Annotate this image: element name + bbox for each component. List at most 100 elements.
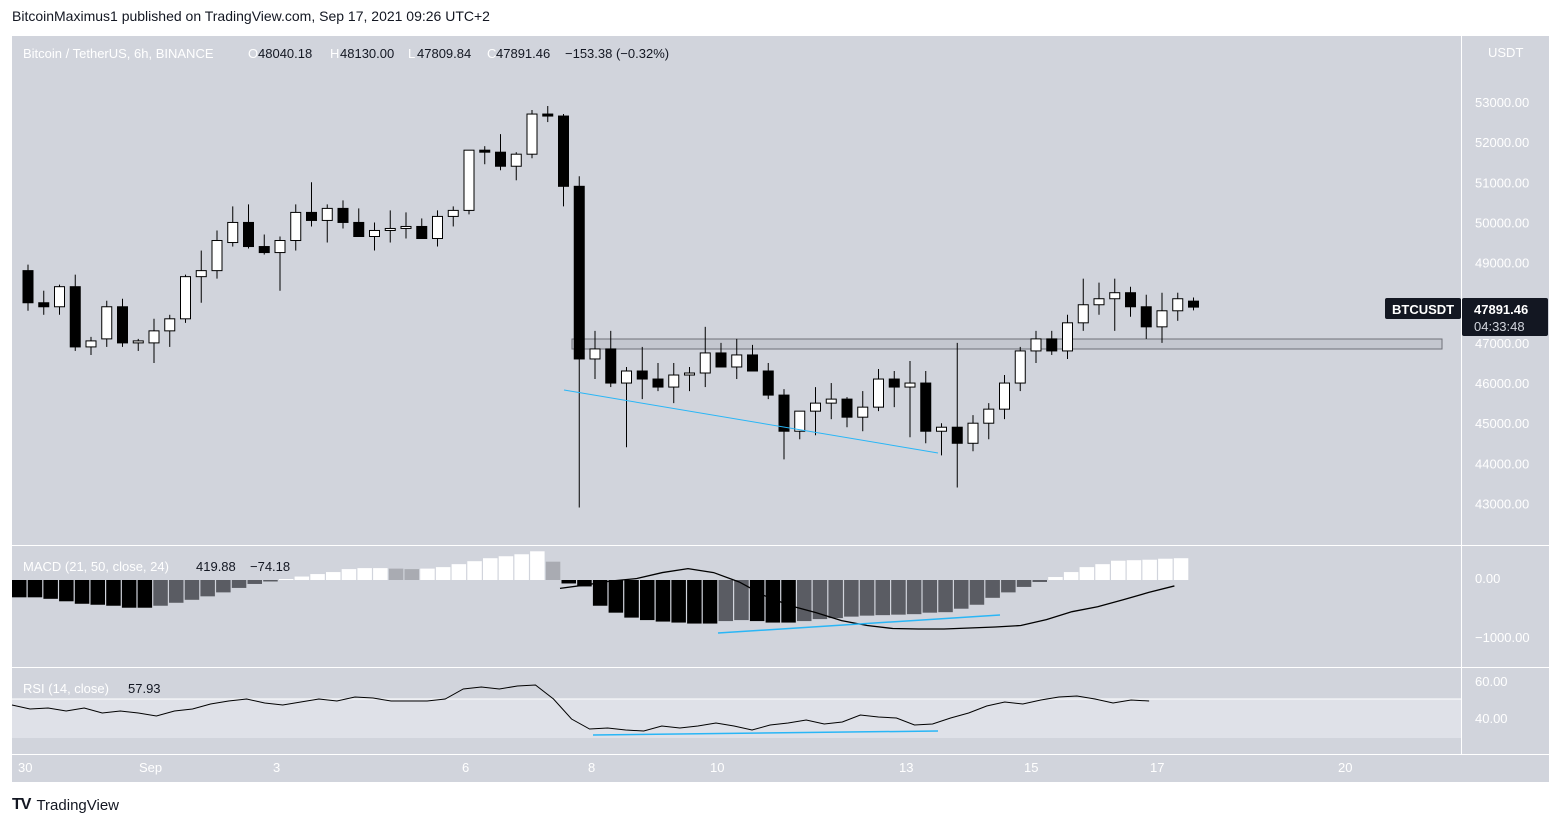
macd-bar xyxy=(624,580,639,618)
candle-body xyxy=(873,378,884,408)
candle xyxy=(731,338,743,380)
price-axis[interactable]: 53000.00 52000.00 51000.00 50000.00 49000.00… xyxy=(1475,95,1529,512)
candle-body xyxy=(1046,338,1058,352)
macd-bar xyxy=(12,580,27,598)
macd-bar xyxy=(435,567,451,580)
candle xyxy=(274,236,286,291)
legend-symbol: Bitcoin / TetherUS, 6h, BINANCE xyxy=(23,46,214,61)
time-label-20: 20 xyxy=(1338,760,1352,775)
candle xyxy=(904,360,916,438)
legend-open: 48040.18 xyxy=(258,46,312,61)
candle xyxy=(1046,330,1058,355)
support-zone xyxy=(571,338,1443,350)
candle-body xyxy=(652,378,664,388)
macd-bar xyxy=(734,580,749,621)
candle xyxy=(621,366,632,448)
time-axis[interactable]: 30 Sep 3 6 8 10 13 15 17 20 xyxy=(18,760,1352,775)
macd-bar xyxy=(687,580,702,624)
candle xyxy=(1077,278,1089,331)
candle-body xyxy=(290,211,302,242)
candle xyxy=(857,391,869,432)
candle xyxy=(715,342,727,368)
candle-body xyxy=(400,225,412,229)
candle-body xyxy=(778,394,790,432)
publisher-header: BitcoinMaximus1 published on TradingView… xyxy=(12,8,490,24)
candle-body xyxy=(69,286,81,348)
candle-body xyxy=(510,153,522,167)
candle-body xyxy=(936,426,947,432)
candle-body xyxy=(983,408,995,424)
macd-bar xyxy=(938,580,953,613)
candle xyxy=(794,410,806,440)
candle-body xyxy=(841,398,853,418)
candle-body xyxy=(699,352,711,374)
macd-bar xyxy=(357,568,372,580)
macd-bar xyxy=(467,561,482,580)
rsi-value: 57.93 xyxy=(128,681,161,696)
macd-bar xyxy=(844,580,859,617)
macd-bar xyxy=(231,580,247,588)
candle-body xyxy=(636,370,648,380)
candle-body xyxy=(384,227,396,231)
candle xyxy=(1172,292,1184,321)
macd-bar xyxy=(749,580,765,622)
candle xyxy=(463,149,475,215)
candle-body xyxy=(715,352,727,368)
legend-low: 47809.84 xyxy=(417,46,471,61)
time-label-3: 3 xyxy=(273,760,280,775)
rsi-trendline xyxy=(592,730,939,736)
time-label-15: 15 xyxy=(1024,760,1038,775)
candle xyxy=(101,300,113,347)
candle-body xyxy=(621,370,632,384)
macd-bar xyxy=(216,580,231,593)
candle-body xyxy=(321,207,333,221)
candle-body xyxy=(117,306,128,344)
candle xyxy=(888,371,900,408)
candle-body xyxy=(211,240,223,272)
rsi-tick-40: 40.00 xyxy=(1475,711,1508,726)
candle xyxy=(810,387,821,436)
time-label-30: 30 xyxy=(18,760,32,775)
macd-bar xyxy=(671,580,686,623)
macd-bar xyxy=(561,580,576,584)
macd-bar xyxy=(828,580,843,619)
candle xyxy=(447,206,459,227)
candle-body xyxy=(1014,350,1026,384)
candle xyxy=(495,134,506,171)
candle-body xyxy=(857,406,869,418)
candle-body xyxy=(1030,338,1042,352)
rsi-line xyxy=(11,684,1150,732)
candle xyxy=(1014,346,1026,392)
candle-body xyxy=(353,221,365,238)
candle-body xyxy=(1125,292,1136,308)
candle xyxy=(1140,294,1152,339)
macd-histogram xyxy=(12,551,1189,624)
macd-bar xyxy=(1032,580,1047,582)
macd-bar xyxy=(43,580,58,599)
legend-open-label: O xyxy=(248,46,258,61)
macd-bar xyxy=(1158,558,1173,580)
candle-body xyxy=(463,149,475,211)
macd-bar xyxy=(247,580,262,584)
candle-body xyxy=(85,340,97,348)
macd-bar xyxy=(608,580,624,613)
rsi-tick-60: 60.00 xyxy=(1475,674,1508,689)
price-pane-bg xyxy=(12,36,1461,545)
price-tick: 49000.00 xyxy=(1475,256,1529,271)
macd-bar xyxy=(781,580,796,623)
candle-body xyxy=(306,211,317,221)
rsi-legend: RSI (14, close) 57.93 xyxy=(23,681,161,696)
candle xyxy=(180,274,191,323)
candle-body xyxy=(794,410,806,432)
candle xyxy=(384,210,396,243)
candle-body xyxy=(825,398,837,404)
price-tick: 43000.00 xyxy=(1475,497,1529,512)
candle xyxy=(542,106,554,123)
candle xyxy=(148,318,160,363)
candle-body xyxy=(810,402,821,412)
candle xyxy=(306,182,317,227)
macd-bar xyxy=(169,580,184,603)
macd-bar xyxy=(498,556,514,580)
candle xyxy=(951,342,963,488)
